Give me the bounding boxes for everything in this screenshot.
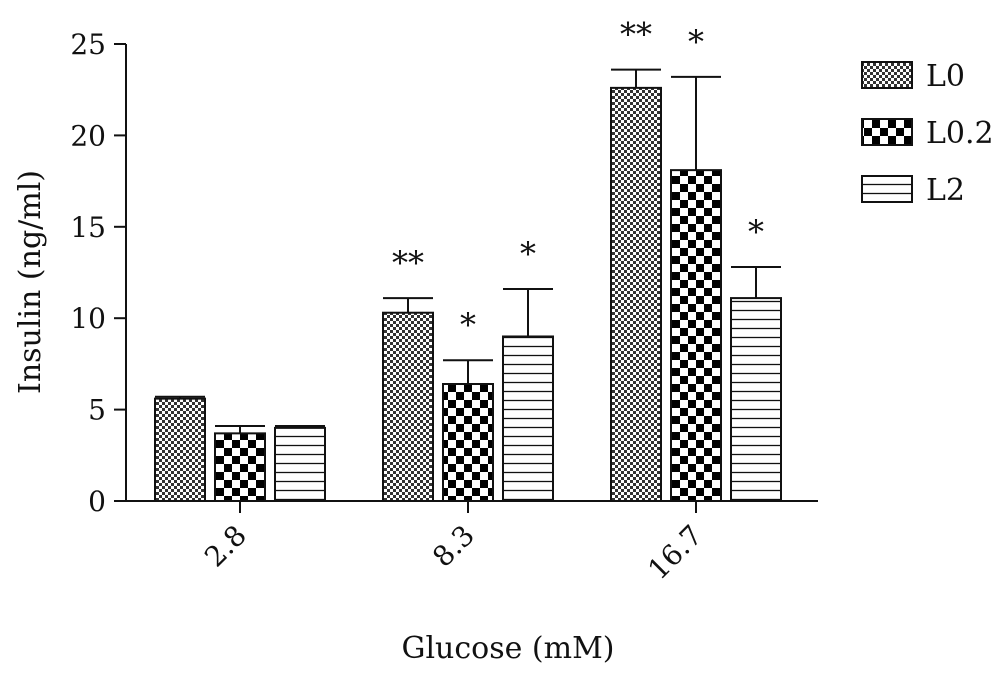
y-tick-label: 5: [88, 394, 106, 427]
legend: L0 L0.2 L2: [861, 59, 994, 208]
y-tick-label: 20: [70, 119, 106, 152]
bar-L0.2-8.3: [443, 384, 493, 501]
legend-swatch: [861, 118, 913, 146]
y-tick-label: 15: [70, 211, 106, 244]
axes-layer: 0 5 10 15 20 25 2.8 8.3 16.7: [70, 28, 818, 586]
legend-item: L0: [861, 59, 965, 94]
bar-L0-16.7: [611, 87, 661, 501]
x-axis-label: Glucose (mM): [401, 631, 614, 666]
bar-L0-2.8: [155, 398, 205, 501]
x-tick-label: 8.3: [426, 519, 481, 574]
bars-layer: ********: [154, 16, 782, 503]
bar-L2-16.7: [731, 298, 781, 501]
legend-label: L0.2: [926, 116, 994, 151]
legend-swatch: [861, 61, 913, 89]
x-tick-label: 16.7: [642, 519, 709, 586]
legend-label: L0: [926, 59, 965, 94]
significance-marker: *: [688, 23, 704, 61]
bar-L0.2-16.7: [671, 170, 721, 501]
significance-marker: *: [748, 213, 764, 251]
legend-label: L2: [926, 173, 965, 208]
legend-item: L2: [861, 173, 965, 208]
significance-marker: **: [392, 244, 424, 282]
bar-L0-8.3: [383, 312, 433, 501]
significance-marker: **: [620, 16, 652, 54]
significance-marker: *: [460, 306, 476, 344]
legend-item: L0.2: [861, 116, 994, 151]
bar-L2-2.8: [275, 427, 325, 501]
significance-marker: *: [520, 235, 536, 273]
y-axis-label: Insulin (ng/ml): [13, 170, 48, 394]
y-tick-label: 0: [88, 485, 106, 518]
x-tick-label: 2.8: [198, 519, 253, 574]
bar-L2-8.3: [503, 336, 553, 501]
legend-swatch: [861, 175, 913, 203]
y-tick-label: 25: [70, 28, 106, 61]
bar-L0.2-2.8: [215, 433, 265, 501]
y-tick-label: 10: [70, 302, 106, 335]
